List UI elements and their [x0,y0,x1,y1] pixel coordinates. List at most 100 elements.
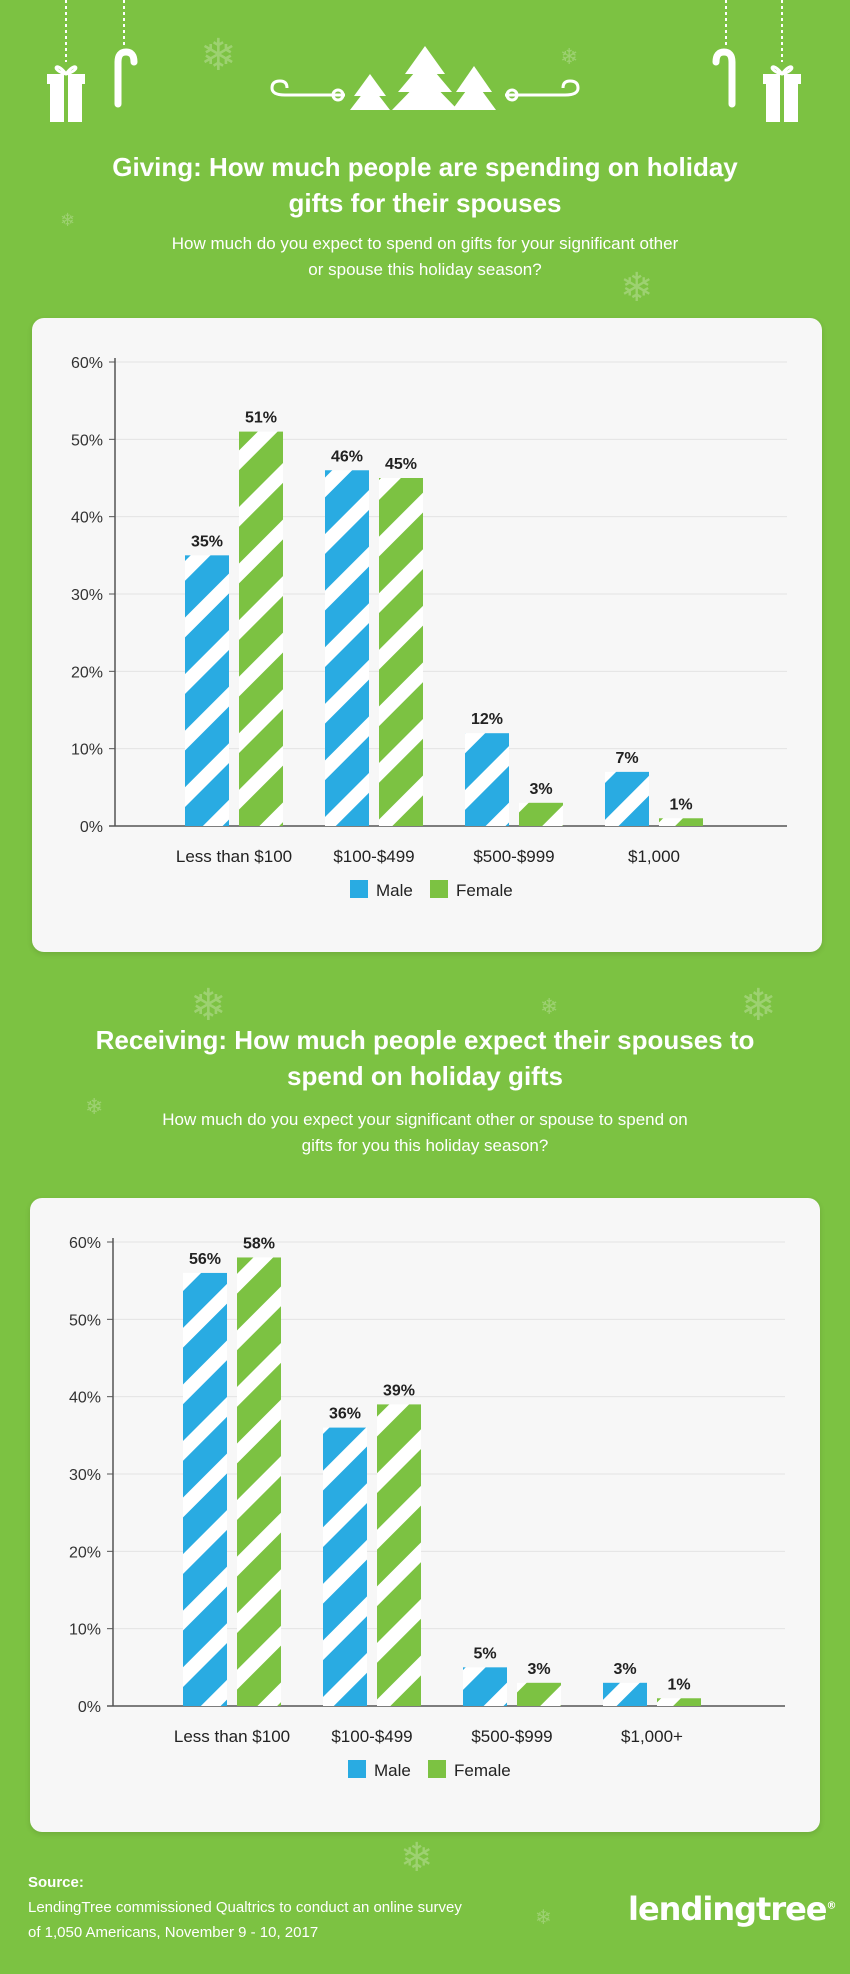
snowflake-icon: ❄ [200,30,237,81]
snowflake-icon: ❄ [560,45,579,70]
section2-title-line1: Receiving: How much people expect their … [95,1025,755,1055]
section1-title-line1: Giving: How much people are spending on … [112,152,738,182]
legend-swatch-male [350,880,368,898]
section2-subtitle-line1: How much do you expect your significant … [162,1110,688,1129]
snowflake-icon: ❄ [60,210,76,231]
section2-subtitle: How much do you expect your significant … [0,1107,850,1159]
y-tick-label: 10% [71,742,103,759]
snowflake-icon: ❄ [540,995,559,1020]
y-tick-label: 40% [71,510,103,527]
snowflake-icon: ❄ [740,980,777,1031]
section1-title: Giving: How much people are spending on … [0,149,850,221]
data-label: 12% [471,711,503,728]
legend-swatch-female [430,880,448,898]
bar-male-3 [605,771,649,826]
legend-label-female: Female [456,881,513,900]
data-label: 1% [667,1676,690,1693]
bar-female-3 [657,1698,701,1706]
bar-male-1 [325,470,369,826]
category-label: Less than $100 [174,1727,290,1746]
bar-male-2 [463,1667,507,1706]
snowflake-icon: ❄ [535,1905,552,1929]
y-tick-label: 20% [71,664,103,681]
snowflake-icon: ❄ [620,265,654,311]
section1-title-line2: gifts for their spouses [288,188,562,218]
category-label: $500-$999 [473,847,554,866]
section1-subtitle-line2: or spouse this holiday season? [308,260,542,279]
data-label: 7% [615,750,638,767]
category-label: $1,000 [628,847,680,866]
category-label: $500-$999 [471,1727,552,1746]
bar-female-3 [659,818,703,826]
bar-male-1 [323,1427,367,1706]
source-note: Source: LendingTree commissioned Qualtri… [28,1870,462,1945]
legend-swatch-male [348,1760,366,1778]
category-label: $100-$499 [331,1727,412,1746]
data-label: 56% [189,1251,221,1268]
data-label: 45% [385,456,417,473]
christmas-tree-icon [350,74,390,110]
section1-subtitle-line1: How much do you expect to spend on gifts… [171,234,679,253]
logo-text: lendingtree [628,1890,827,1928]
y-tick-label: 50% [69,1312,101,1329]
snowflake-icon: ❄ [400,1835,434,1881]
y-tick-label: 60% [69,1235,101,1252]
bar-female-1 [377,1404,421,1706]
gift-icon [763,0,801,122]
chart1-card: 0% 10% 20% 30% 40% 50% 60% 35% 51% Less than $100… [32,318,822,952]
legend-label-female: Female [454,1761,511,1780]
source-line2: of 1,050 Americans, November 9 - 10, 201… [28,1924,319,1941]
lendingtree-logo: lendingtree® [628,1890,837,1928]
data-label: 39% [383,1382,415,1399]
category-label: Less than $100 [176,847,292,866]
data-label: 36% [329,1406,361,1423]
bar-male-0 [185,555,229,826]
category-label: $1,000+ [621,1727,683,1746]
data-label: 3% [613,1661,636,1678]
bar-female-0 [239,431,283,826]
y-tick-label: 60% [71,355,103,372]
source-line1: LendingTree commissioned Qualtrics to co… [28,1899,462,1916]
bar-female-2 [517,1682,561,1706]
data-label: 58% [243,1235,275,1252]
data-label: 5% [473,1645,496,1662]
data-label: 46% [331,448,363,465]
section2-subtitle-line2: gifts for you this holiday season? [301,1136,549,1155]
bar-female-2 [519,802,563,826]
registered-mark: ® [826,1900,837,1912]
y-tick-label: 40% [69,1390,101,1407]
candy-cane-icon [114,0,138,108]
data-label: 51% [245,410,277,427]
category-label: $100-$499 [333,847,414,866]
swirl-icon [270,79,345,102]
chart2-card: 0% 10% 20% 30% 40% 50% 60% 56% 58% Less than $100… [30,1198,820,1832]
header-decoration [47,0,801,122]
legend-label-male: Male [374,1761,411,1780]
section2-title-line2: spend on holiday gifts [287,1061,563,1091]
candy-cane-icon [712,0,736,108]
source-label: Source: [28,1874,84,1891]
y-tick-label: 20% [69,1544,101,1561]
data-label: 3% [529,781,552,798]
snowflake-icon: ❄ [190,980,227,1031]
chart2: 0% 10% 20% 30% 40% 50% 60% 56% 58% Less than $100… [69,1235,785,1780]
y-tick-label: 0% [78,1699,101,1716]
snowflake-icon: ❄ [85,1095,104,1120]
y-tick-label: 30% [71,587,103,604]
y-tick-label: 10% [69,1622,101,1639]
gift-icon [47,0,85,122]
christmas-tree-icon [452,66,496,110]
y-tick-label: 50% [71,432,103,449]
bar-male-3 [603,1682,647,1706]
legend-swatch-female [428,1760,446,1778]
bar-female-0 [237,1257,281,1706]
y-tick-label: 30% [69,1467,101,1484]
y-tick-label: 0% [80,819,103,836]
section1-subtitle: How much do you expect to spend on gifts… [0,231,850,283]
section2-title: Receiving: How much people expect their … [0,1022,850,1094]
bar-male-0 [183,1272,227,1706]
data-label: 35% [191,533,223,550]
chart1: 0% 10% 20% 30% 40% 50% 60% 35% 51% Less than $100… [71,355,787,900]
christmas-tree-icon [392,46,458,110]
data-label: 1% [669,796,692,813]
